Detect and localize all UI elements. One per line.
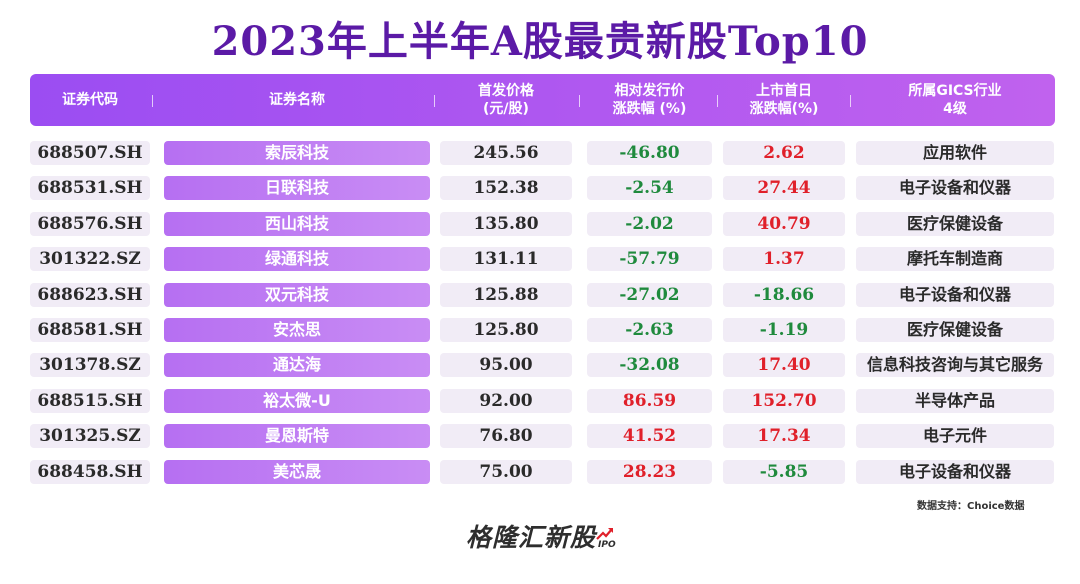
header-first: 上市首日 涨跌幅(%)	[723, 74, 845, 126]
header-name-label: 证券名称	[269, 92, 325, 108]
cell-code: 301325.SZ	[30, 424, 150, 448]
table-row: 301378.SZ 通达海 95.00 -32.08 17.40 信息科技咨询与其它服务	[30, 353, 1055, 377]
header-industry: 所属GICS行业 4级	[856, 74, 1054, 126]
cell-code: 688576.SH	[30, 212, 150, 236]
cell-industry: 电子元件	[856, 424, 1054, 448]
header-industry-line2: 4级	[943, 101, 967, 117]
header-first-line1: 上市首日	[756, 83, 812, 99]
table-header: 证券代码 证券名称 首发价格 (元/股) 相对发行价 涨跌幅 (%) 上市首日 …	[30, 74, 1055, 126]
cell-industry: 医疗保健设备	[856, 212, 1054, 236]
cell-first-day-change: 17.34	[723, 424, 845, 448]
cell-rel-change: -32.08	[587, 353, 712, 377]
cell-first-day-change: -5.85	[723, 460, 845, 484]
header-separator	[152, 95, 153, 107]
header-separator	[717, 95, 718, 107]
cell-code: 301378.SZ	[30, 353, 150, 377]
cell-rel-change: 28.23	[587, 460, 712, 484]
cell-industry: 电子设备和仪器	[856, 176, 1054, 200]
cell-code: 688515.SH	[30, 389, 150, 413]
header-rel-line2: 涨跌幅 (%)	[612, 101, 687, 117]
header-separator	[579, 95, 580, 107]
header-first-line2: 涨跌幅(%)	[749, 101, 819, 117]
header-separator	[850, 95, 851, 107]
table-row: 301325.SZ 曼恩斯特 76.80 41.52 17.34 电子元件	[30, 424, 1055, 448]
table-row: 301322.SZ 绿通科技 131.11 -57.79 1.37 摩托车制造商	[30, 247, 1055, 271]
cell-code: 688507.SH	[30, 141, 150, 165]
cell-first-day-change: 2.62	[723, 141, 845, 165]
header-industry-line1: 所属GICS行业	[908, 83, 1002, 99]
header-price-line1: 首发价格	[478, 83, 534, 99]
cell-price: 95.00	[440, 353, 572, 377]
cell-price: 131.11	[440, 247, 572, 271]
cell-price: 125.88	[440, 283, 572, 307]
header-code-label: 证券代码	[62, 92, 118, 108]
cell-name: 索辰科技	[164, 141, 430, 165]
header-rel-line1: 相对发行价	[614, 83, 685, 99]
table-row: 688515.SH 裕太微-U 92.00 86.59 152.70 半导体产品	[30, 389, 1055, 413]
cell-code: 301322.SZ	[30, 247, 150, 271]
cell-industry: 半导体产品	[856, 389, 1054, 413]
cell-price: 152.38	[440, 176, 572, 200]
cell-price: 135.80	[440, 212, 572, 236]
cell-name: 日联科技	[164, 176, 430, 200]
logo-ipo: IPO	[596, 528, 616, 550]
cell-code: 688581.SH	[30, 318, 150, 342]
table-row: 688581.SH 安杰思 125.80 -2.63 -1.19 医疗保健设备	[30, 318, 1055, 342]
cell-rel-change: -2.54	[587, 176, 712, 200]
cell-price: 92.00	[440, 389, 572, 413]
cell-first-day-change: 1.37	[723, 247, 845, 271]
cell-rel-change: -46.80	[587, 141, 712, 165]
data-source: 数据支持：Choice数据	[917, 501, 1025, 512]
trend-arrow-icon	[596, 528, 614, 540]
cell-name: 美芯晟	[164, 460, 430, 484]
cell-code: 688531.SH	[30, 176, 150, 200]
cell-price: 75.00	[440, 460, 572, 484]
cell-rel-change: -27.02	[587, 283, 712, 307]
cell-code: 688458.SH	[30, 460, 150, 484]
cell-industry: 摩托车制造商	[856, 247, 1054, 271]
header-name: 证券名称	[164, 74, 430, 126]
table-row: 688458.SH 美芯晟 75.00 28.23 -5.85 电子设备和仪器	[30, 460, 1055, 484]
cell-name: 通达海	[164, 353, 430, 377]
table-row: 688507.SH 索辰科技 245.56 -46.80 2.62 应用软件	[30, 141, 1055, 165]
cell-rel-change: 86.59	[587, 389, 712, 413]
cell-first-day-change: 27.44	[723, 176, 845, 200]
header-code: 证券代码	[30, 74, 150, 126]
cell-first-day-change: 17.40	[723, 353, 845, 377]
cell-rel-change: -2.02	[587, 212, 712, 236]
cell-price: 125.80	[440, 318, 572, 342]
table-row: 688531.SH 日联科技 152.38 -2.54 27.44 电子设备和仪器	[30, 176, 1055, 200]
cell-rel-change: 41.52	[587, 424, 712, 448]
header-price: 首发价格 (元/股)	[440, 74, 572, 126]
header-rel: 相对发行价 涨跌幅 (%)	[587, 74, 712, 126]
cell-first-day-change: -18.66	[723, 283, 845, 307]
cell-name: 绿通科技	[164, 247, 430, 271]
cell-industry: 应用软件	[856, 141, 1054, 165]
cell-rel-change: -2.63	[587, 318, 712, 342]
cell-industry: 医疗保健设备	[856, 318, 1054, 342]
cell-price: 245.56	[440, 141, 572, 165]
logo-text: 格隆汇新股	[466, 523, 597, 552]
cell-name: 曼恩斯特	[164, 424, 430, 448]
cell-rel-change: -57.79	[587, 247, 712, 271]
header-price-line2: (元/股)	[483, 101, 529, 117]
cell-first-day-change: 152.70	[723, 389, 845, 413]
cell-industry: 电子设备和仪器	[856, 283, 1054, 307]
cell-industry: 电子设备和仪器	[856, 460, 1054, 484]
header-separator	[434, 95, 435, 107]
table-row: 688623.SH 双元科技 125.88 -27.02 -18.66 电子设备和仪器	[30, 283, 1055, 307]
cell-first-day-change: 40.79	[723, 212, 845, 236]
cell-industry: 信息科技咨询与其它服务	[856, 353, 1054, 377]
table-row: 688576.SH 西山科技 135.80 -2.02 40.79 医疗保健设备	[30, 212, 1055, 236]
brand-logo: 格隆汇新股 IPO	[466, 522, 616, 554]
logo-ipo-label: IPO	[598, 540, 616, 550]
cell-name: 西山科技	[164, 212, 430, 236]
cell-name: 裕太微-U	[164, 389, 430, 413]
cell-name: 双元科技	[164, 283, 430, 307]
cell-code: 688623.SH	[30, 283, 150, 307]
cell-first-day-change: -1.19	[723, 318, 845, 342]
cell-price: 76.80	[440, 424, 572, 448]
cell-name: 安杰思	[164, 318, 430, 342]
page-title: 2023年上半年A股最贵新股Top10	[211, 18, 869, 65]
